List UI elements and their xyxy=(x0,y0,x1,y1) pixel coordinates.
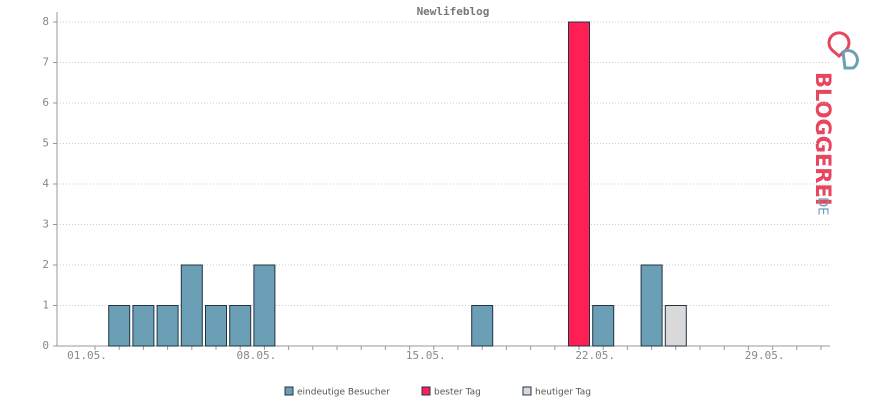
y-tick-label: 0 xyxy=(42,339,49,352)
logo-suffix: .DE xyxy=(815,193,830,215)
x-tick-label: 29.05. xyxy=(745,349,785,362)
x-tick-label: 15.05. xyxy=(406,349,446,362)
bar xyxy=(108,305,131,347)
y-tick-label: 8 xyxy=(42,15,49,28)
legend-label: bester Tag xyxy=(434,388,481,398)
legend-swatch xyxy=(284,386,294,396)
bar xyxy=(180,264,203,347)
y-tick-label: 5 xyxy=(42,137,49,150)
y-tick-label: 2 xyxy=(42,258,49,271)
bar xyxy=(664,305,687,347)
bar xyxy=(640,264,663,347)
x-tick-label: 08.05. xyxy=(237,349,277,362)
x-tick-label: 22.05. xyxy=(575,349,615,362)
bar xyxy=(205,305,227,347)
y-tick-label: 4 xyxy=(42,177,49,190)
bar xyxy=(132,305,155,347)
y-tick-label: 7 xyxy=(42,56,49,69)
bar xyxy=(253,264,276,347)
logo-icon xyxy=(827,31,859,70)
logo-text: BLOGGEREI xyxy=(811,72,835,206)
bar xyxy=(156,305,179,347)
x-tick-label: 01.05. xyxy=(67,349,107,362)
legend-label: eindeutige Besucher xyxy=(297,388,390,398)
chart-title: Newlifeblog xyxy=(417,5,490,18)
y-tick-label: 6 xyxy=(42,96,49,109)
bar xyxy=(568,21,590,347)
y-tick-label: 3 xyxy=(42,218,49,231)
bar xyxy=(229,305,252,347)
legend-swatch xyxy=(421,386,431,396)
bar xyxy=(471,305,494,347)
bar xyxy=(592,305,615,347)
y-tick-label: 1 xyxy=(42,299,49,312)
legend-swatch xyxy=(522,386,532,396)
legend-label: heutiger Tag xyxy=(535,388,591,398)
